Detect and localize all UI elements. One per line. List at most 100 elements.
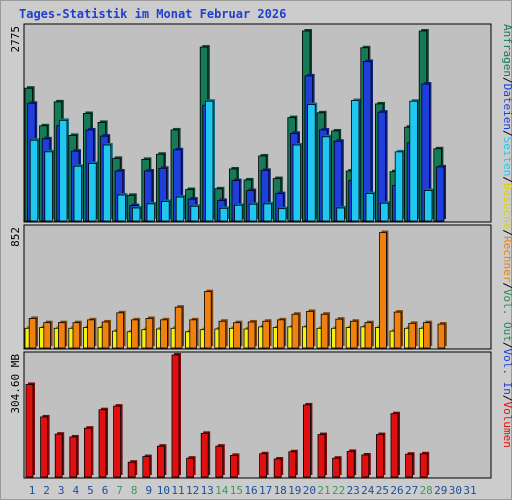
legend-separator: /: [501, 282, 512, 289]
rechner-bar: [189, 319, 198, 349]
seiten-bar: [44, 151, 53, 222]
x-tick-label: 21: [317, 484, 330, 497]
seiten-bar: [277, 208, 287, 222]
volumen-bar: [127, 461, 136, 478]
seiten-bar: [248, 203, 258, 222]
seiten-bar: [146, 203, 155, 222]
legend-item: Besuche: [501, 183, 512, 229]
rechner-bar: [379, 232, 387, 349]
y-max-label-2: 852: [9, 227, 22, 247]
x-tick-label: 11: [171, 484, 184, 497]
volumen-bar: [302, 404, 311, 478]
legend-separator: /: [501, 176, 512, 183]
seiten-bar: [234, 204, 243, 222]
x-tick-label: 24: [361, 484, 375, 497]
legend-item: Vol. In: [501, 349, 512, 395]
x-tick-label: 14: [215, 484, 229, 497]
x-tick-label: 1: [29, 484, 36, 497]
rechner-bar: [203, 291, 212, 349]
volumen-bar: [229, 454, 238, 478]
seiten-bar: [175, 196, 185, 222]
seiten-bar: [131, 207, 141, 222]
volumen-bar: [54, 433, 63, 478]
seiten-bar: [219, 207, 228, 222]
seiten-bar: [190, 205, 199, 222]
volumen-bar: [215, 445, 224, 478]
seiten-bar: [59, 119, 68, 222]
x-tick-label: 25: [376, 484, 389, 497]
rechner-bar: [349, 320, 358, 349]
legend-separator: /: [501, 229, 512, 236]
legend-item: Volumen: [501, 402, 512, 448]
volumen-bar: [288, 451, 297, 478]
seiten-bar: [307, 104, 316, 222]
x-tick-label: 8: [131, 484, 138, 497]
seiten-bar: [204, 100, 214, 222]
legend-separator: /: [501, 130, 512, 137]
rechner-bar: [43, 322, 51, 349]
legend-item: Dateien: [501, 84, 512, 130]
volumen-bar: [273, 458, 282, 478]
x-tick-label: 29: [434, 484, 447, 497]
x-tick-label: 23: [347, 484, 360, 497]
volumen-bar: [259, 453, 268, 478]
volumen-bar: [200, 432, 209, 478]
x-tick-label: 2: [43, 484, 50, 497]
x-tick-label: 13: [201, 484, 214, 497]
x-tick-label: 31: [463, 484, 476, 497]
volumen-bar: [156, 445, 165, 478]
x-tick-label: 15: [230, 484, 243, 497]
volumen-bar: [361, 454, 370, 478]
seiten-bar: [365, 193, 374, 222]
legend-separator: /: [501, 395, 512, 402]
volumen-bar: [186, 457, 195, 478]
seiten-bar: [321, 136, 331, 222]
seiten-bar: [409, 100, 418, 222]
volumen-bar: [84, 427, 92, 478]
rechner-bar: [87, 319, 95, 349]
seiten-bar: [73, 165, 82, 222]
legend-item: Anfragen: [501, 24, 512, 77]
rechner-bar: [291, 313, 300, 349]
dateien-bar: [435, 166, 445, 222]
volumen-bar: [40, 416, 48, 478]
volumen-bar: [390, 413, 399, 478]
rechner-bar: [320, 313, 329, 349]
x-tick-label: 26: [390, 484, 403, 497]
x-tick-label: 12: [186, 484, 199, 497]
volumen-bar: [25, 384, 34, 478]
rechner-bar: [145, 318, 154, 349]
x-tick-label: 9: [145, 484, 152, 497]
seiten-bar: [423, 190, 433, 222]
volumen-bar: [346, 450, 355, 478]
seiten-bar: [350, 100, 360, 222]
legend-item: Vol. Out: [501, 289, 512, 342]
y-max-label-3: 304.60 MB: [9, 354, 22, 414]
x-tick-label: 4: [72, 484, 79, 497]
rechner-bar: [58, 322, 66, 349]
volumen-bar: [405, 453, 414, 478]
volumen-bar: [375, 434, 384, 478]
seiten-bar: [88, 163, 97, 222]
x-tick-label: 28: [420, 484, 433, 497]
x-tick-label: 16: [244, 484, 257, 497]
volumen-bar: [332, 457, 341, 478]
volumen-bar: [113, 405, 121, 478]
legend-item: Rechner: [501, 236, 512, 283]
seiten-bar: [292, 144, 301, 222]
seiten-bar: [161, 201, 170, 222]
seiten-bar: [394, 151, 404, 222]
legend: Anfragen/Dateien/Seiten/Besuche/Rechner/…: [501, 24, 512, 448]
volumen-bar: [171, 354, 180, 478]
x-tick-label: 30: [449, 484, 462, 497]
seiten-bar: [117, 194, 126, 222]
rechner-bar: [247, 321, 256, 349]
x-tick-label: 27: [405, 484, 418, 497]
rechner-bar: [422, 322, 431, 349]
x-tick-label: 19: [288, 484, 301, 497]
legend-separator: /: [501, 342, 512, 349]
seiten-bar: [263, 203, 272, 222]
legend-separator: /: [501, 77, 512, 84]
rechner-bar: [262, 320, 270, 349]
